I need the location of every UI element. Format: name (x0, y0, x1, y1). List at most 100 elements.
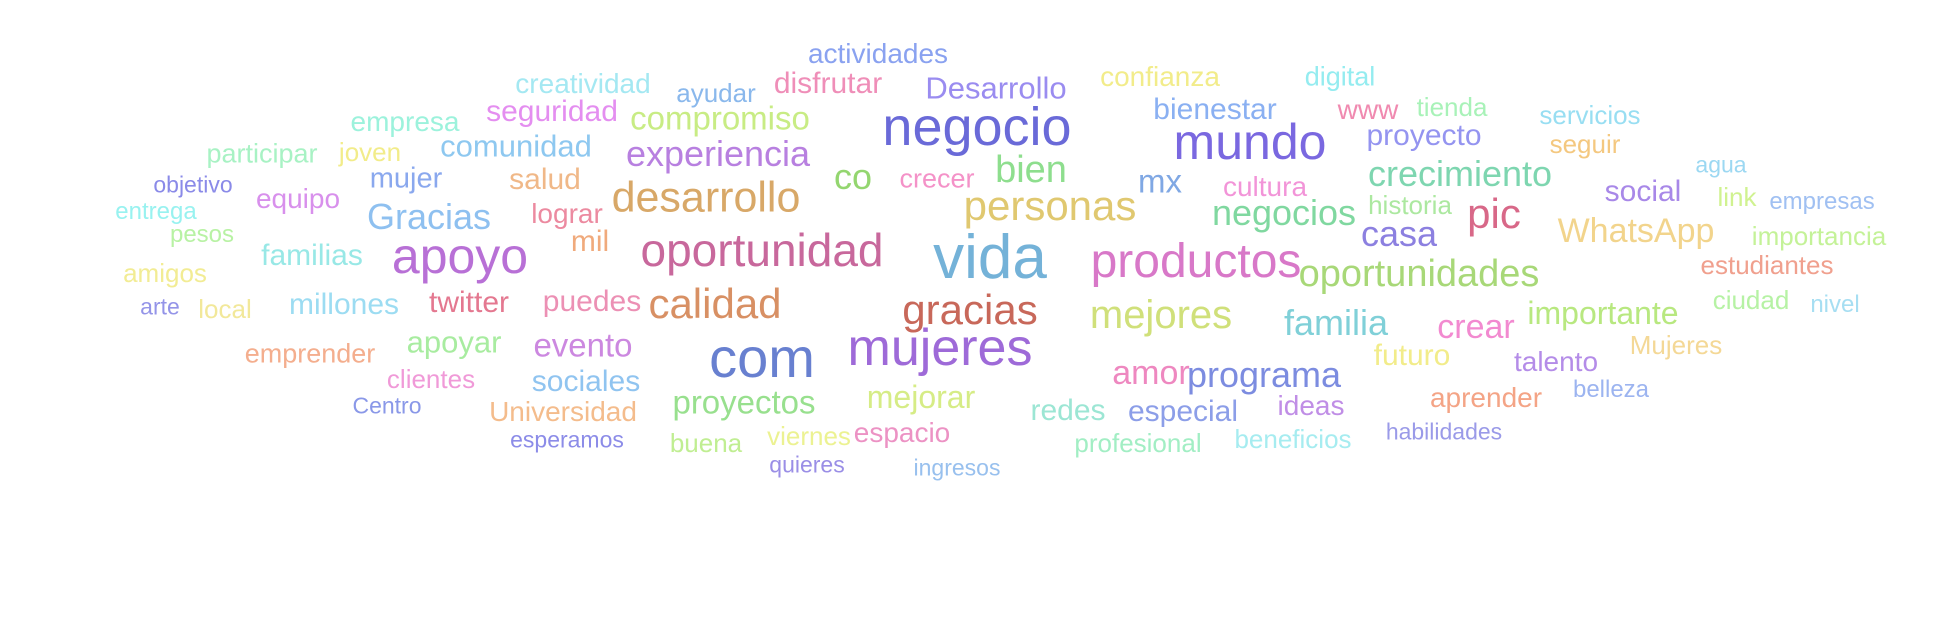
word-bienestar: bienestar (1153, 93, 1277, 126)
word-programa: programa (1186, 354, 1342, 395)
word-productos: productos (1090, 235, 1302, 288)
word-amor: amor (1112, 354, 1190, 392)
word-actividades: actividades (807, 38, 949, 69)
word-ciudad: ciudad (1712, 285, 1790, 315)
word-joven: joven (338, 137, 402, 167)
word-buena: buena (669, 428, 743, 458)
word-universidad: Universidad (489, 396, 637, 427)
word-bien: bien (995, 149, 1067, 191)
word-digital: digital (1304, 61, 1376, 92)
word-www: www (1337, 94, 1399, 125)
word-proyecto: proyecto (1366, 119, 1482, 152)
word-cultura: cultura (1222, 171, 1308, 202)
word-apoyo: apoyo (391, 228, 529, 284)
word-pesos: pesos (169, 221, 235, 248)
word-apoyar: apoyar (406, 324, 502, 360)
word-disfrutar: disfrutar (773, 67, 883, 100)
word-crecer: crecer (899, 163, 975, 194)
word-pic: pic (1467, 190, 1521, 237)
word-confianza: confianza (1100, 61, 1220, 92)
word-crecimiento: crecimiento (1367, 153, 1553, 194)
word-viernes: viernes (767, 421, 851, 451)
word-compromiso: compromiso (630, 99, 810, 137)
word-quieres: quieres (769, 451, 845, 478)
word-sociales: sociales (531, 365, 641, 398)
word-whatsapp: WhatsApp (1557, 212, 1715, 250)
word-mujer: mujer (369, 162, 443, 195)
word-negocios: negocios (1211, 192, 1357, 233)
word-casa: casa (1360, 213, 1438, 254)
word-agua: agua (1695, 151, 1747, 178)
word-mejorar: mejorar (866, 379, 976, 415)
word-espacio: espacio (853, 417, 951, 448)
word-proyectos: proyectos (672, 383, 816, 421)
word-negocio: negocio (882, 97, 1072, 157)
word-familias: familias (261, 239, 363, 272)
word-vida: vida (933, 223, 1047, 292)
word-ingresos: ingresos (913, 454, 1001, 481)
word-oportunidad: oportunidad (640, 224, 884, 276)
word-servicios: servicios (1539, 100, 1641, 130)
word-especial: especial (1127, 395, 1239, 428)
word-comunidad: comunidad (440, 128, 592, 164)
word-mundo: mundo (1173, 114, 1327, 170)
word-arte: arte (140, 293, 180, 320)
word-aprender: aprender (1429, 382, 1543, 413)
word-beneficios: beneficios (1234, 424, 1352, 454)
word-mil: mil (570, 225, 610, 258)
word-redes: redes (1030, 394, 1106, 427)
word-lograr: lograr (531, 198, 603, 229)
word-amigos: amigos (123, 258, 207, 288)
word-evento: evento (533, 326, 633, 364)
word-empresa: empresa (350, 106, 460, 137)
word-participar: participar (206, 138, 318, 169)
word-objetivo: objetivo (153, 171, 233, 198)
word-entrega: entrega (115, 198, 197, 225)
word-seguridad: seguridad (486, 95, 618, 128)
word-profesional: profesional (1074, 428, 1202, 458)
word-local: local (198, 294, 252, 324)
word-mujeres: mujeres (847, 319, 1033, 377)
word-com: com (709, 326, 815, 389)
word-mejores: mejores (1089, 293, 1233, 337)
word-oportunidades: oportunidades (1298, 253, 1540, 295)
word-mx: mx (1138, 162, 1182, 200)
word-nivel: nivel (1810, 291, 1860, 318)
word-ideas: ideas (1277, 390, 1345, 421)
word-familia: familia (1283, 302, 1389, 343)
word-centro: Centro (352, 392, 422, 419)
word-esperamos: esperamos (510, 426, 624, 453)
word-ayudar: ayudar (676, 78, 756, 108)
word-calidad: calidad (648, 280, 782, 327)
word-co: co (833, 156, 873, 197)
word-importante: importante (1527, 295, 1679, 331)
word-mujeres: Mujeres (1629, 330, 1723, 360)
word-creatividad: creatividad (515, 68, 651, 99)
word-link: link (1717, 182, 1757, 212)
word-personas: personas (963, 182, 1137, 229)
word-historia: historia (1368, 190, 1452, 220)
word-equipo: equipo (255, 183, 341, 214)
word-millones: millones (288, 288, 400, 321)
word-salud: salud (509, 163, 581, 196)
word-desarrollo: desarrollo (611, 173, 801, 222)
word-twitter: twitter (428, 286, 510, 319)
word-crear: crear (1437, 308, 1515, 346)
word-habilidades: habilidades (1385, 418, 1503, 445)
word-desarrollo: Desarrollo (925, 70, 1067, 106)
word-talento: talento (1513, 346, 1599, 377)
word-empresas: empresas (1769, 188, 1875, 215)
word-tienda: tienda (1416, 92, 1488, 122)
word-importancia: importancia (1751, 221, 1887, 251)
word-gracias: Gracias (366, 196, 492, 237)
word-clientes: clientes (386, 364, 476, 394)
word-seguir: seguir (1549, 129, 1621, 159)
word-gracias: gracias (902, 286, 1038, 333)
word-futuro: futuro (1373, 339, 1451, 372)
word-puedes: puedes (542, 285, 642, 318)
word-belleza: belleza (1572, 376, 1650, 403)
word-emprender: emprender (244, 338, 376, 369)
word-estudiantes: estudiantes (1700, 250, 1834, 280)
word-experiencia: experiencia (625, 133, 811, 174)
